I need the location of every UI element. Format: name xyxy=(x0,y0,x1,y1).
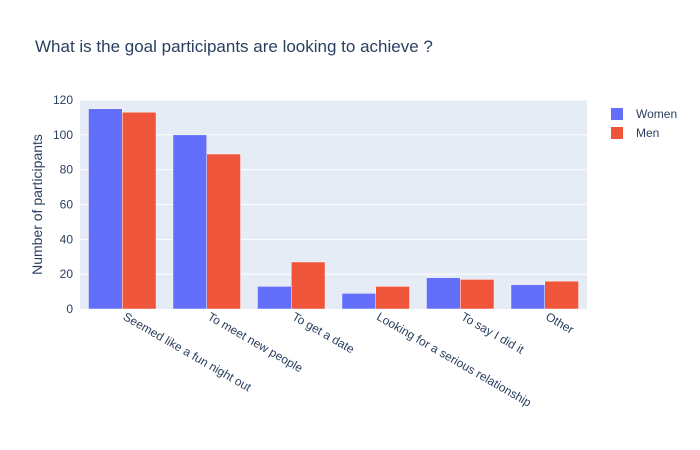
y-tick-label: 80 xyxy=(60,163,74,177)
bar-men-3[interactable] xyxy=(375,286,410,310)
legend[interactable]: Women Men xyxy=(611,107,677,140)
legend-swatch xyxy=(611,127,623,139)
legend-label: Women xyxy=(636,107,677,121)
y-tick-label: 40 xyxy=(60,232,74,246)
y-tick-labels: 0 20 40 60 80 100 120 xyxy=(53,93,73,316)
y-tick-label: 20 xyxy=(60,267,74,281)
gridlines xyxy=(80,99,587,275)
y-tick-label: 120 xyxy=(53,93,73,107)
legend-swatch xyxy=(611,108,623,120)
legend-label: Men xyxy=(636,126,659,140)
bar-men-1[interactable] xyxy=(206,153,241,310)
y-tick-label: 60 xyxy=(60,198,74,212)
bar-women-1[interactable] xyxy=(172,134,207,310)
bar-men-0[interactable] xyxy=(122,111,157,310)
y-tick-label: 0 xyxy=(66,302,73,316)
legend-item-men[interactable]: Men xyxy=(611,126,659,140)
bar-women-5[interactable] xyxy=(510,284,546,310)
y-axis-title: Number of participants xyxy=(29,134,45,275)
bar-women-3[interactable] xyxy=(341,293,377,310)
bars xyxy=(88,108,579,310)
bar-women-4[interactable] xyxy=(426,277,461,310)
legend-item-women[interactable]: Women xyxy=(611,107,677,121)
bar-men-5[interactable] xyxy=(544,280,579,310)
bar-men-4[interactable] xyxy=(460,279,495,310)
y-tick-label: 100 xyxy=(53,128,73,142)
chart-title: What is the goal participants are lookin… xyxy=(35,37,433,56)
bar-women-0[interactable] xyxy=(88,108,123,310)
bar-women-2[interactable] xyxy=(257,286,292,310)
bar-men-2[interactable] xyxy=(291,261,326,310)
